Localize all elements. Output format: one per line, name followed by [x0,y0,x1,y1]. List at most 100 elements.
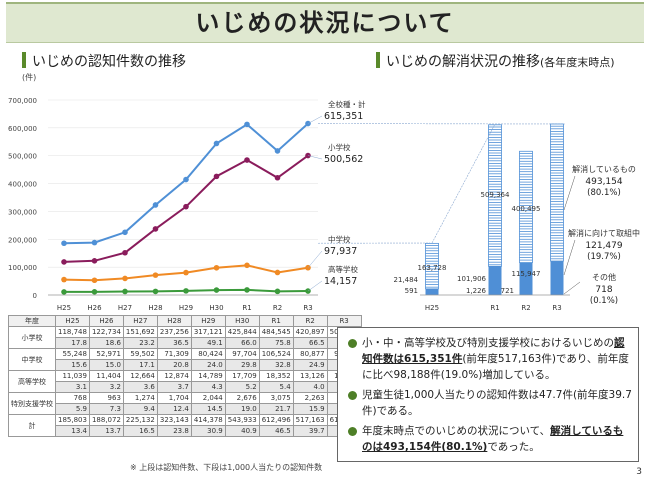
table-rate-cell: 13.4 [55,425,90,437]
data-point [244,262,250,269]
table-row: 特別支援学校 768 963 1,274 1,704 2,044 2,676 3,075 2,2… [8,392,362,415]
y-tick-label: 0 [33,292,37,300]
table-count-cell: 612,496 [258,414,294,426]
table-header-cell: H29 [190,315,226,327]
table-count-cell: 18,352 [258,370,294,382]
table-count-cell: 225,132 [122,414,158,426]
data-point [152,272,159,278]
table-header-cell: 年度 [8,315,56,327]
table-rate-cell: 3.7 [156,381,192,393]
x-tick-label: H25 [57,304,71,312]
summary-highlight: 認知件数は615,351件 [362,337,625,365]
table-count-cell: 17,709 [224,370,260,382]
table-rate-cell: 7.3 [88,403,124,415]
data-point [61,259,67,265]
data-point [183,176,189,183]
summary-text: 児童生徒1,000人当たりの認知件数は47.7件(前年度39.7件)である。 [362,389,632,417]
table-count-cell: 2,263 [292,392,328,404]
series-end-value: 500,562 [324,154,363,165]
table-header-cell: H25 [55,315,90,327]
table-count-cell: 71,309 [156,348,192,360]
table-header-row: 年度 H25 H26 H27 H28 H29 H30 R1 R2 R3 [8,315,362,327]
data-point [274,174,281,181]
table-rate-cell: 40.9 [224,425,260,437]
x-tick-label: H28 [148,304,162,312]
bar-legend-value: 121,479 [585,241,622,251]
leader-line [307,155,323,160]
table-note: ※ 上段は認知件数、下段は1,000人当たりの認知件数 [130,463,323,472]
bar-label: 509,364 [481,191,510,199]
table-rate-cell: 49.1 [190,337,226,349]
summary-text: (前年度517,163件)であり、前年度に比べ98,188件(19.0%)増加し… [362,353,629,381]
bar-label: 591 [405,287,418,295]
bar-label: 1,226 [466,287,487,295]
table-rate-cell: 23.8 [156,425,192,437]
series-name-label: 全校種・計 [328,99,366,109]
table-row: 小学校 118,748 122,734 151,692 237,256 317,121 42… [8,326,362,349]
table-rate-cell: 36.5 [156,337,192,349]
table-count-cell: 118,748 [55,326,90,338]
table-header-cell: H27 [122,315,158,327]
table-count-cell: 1,274 [122,392,158,404]
table-rate-cell: 24.0 [190,359,226,371]
section-marker [376,52,380,68]
left-section-heading: いじめの認知件数の推移 [22,51,186,71]
table-count-cell: 106,524 [258,348,294,360]
summary-highlight: 解消しているものは493,154件(80.1%) [362,425,624,453]
data-point [91,239,98,246]
table-count-cell: 517,163 [292,414,328,426]
x-tick-label: H26 [87,304,102,312]
table-rate-cell: 32.8 [258,359,294,371]
table-rate-cell: 5.9 [55,403,90,415]
table-header-cell: R1 [258,315,294,327]
bar-label: 721 [501,287,514,295]
data-point [152,202,159,208]
table-rate-cell: 66.5 [292,337,328,349]
data-point [244,157,250,163]
data-point [213,264,220,271]
x-tick-label: H29 [179,304,193,312]
table-header-cell: R2 [292,315,328,327]
table-row-label: 中学校 [8,348,56,371]
bar-legend-value: 493,154 [585,177,622,187]
table-row-label: 小学校 [8,326,56,349]
table-count-cell: 185,803 [55,414,90,426]
leader-line [307,280,323,292]
table-header-cell: H28 [156,315,192,327]
table-count-cell: 1,704 [156,392,192,404]
series-name-label: 小学校 [328,142,351,152]
table-rate-cell: 4.3 [190,381,226,393]
leader-line [563,239,576,276]
table-count-cell: 323,143 [156,414,192,426]
table-count-cell: 3,075 [258,392,294,404]
bar-label: 21,484 [394,276,419,284]
table-row: 計 185,803 188,072 225,132 323,143 414,378 543,… [8,414,362,437]
data-point [183,203,189,210]
table-count-cell: 237,256 [156,326,192,338]
table-rate-cell: 5.4 [258,381,294,393]
table-rate-cell: 66.0 [224,337,260,349]
table-rate-cell: 4.0 [292,381,328,393]
series-name-label: 中学校 [328,234,351,244]
table-count-cell: 188,072 [88,414,124,426]
bar-label: 115,947 [512,270,541,278]
table-rate-cell: 17.1 [122,359,158,371]
bar-segment-ongoing [488,266,502,295]
y-tick-label: 400,000 [8,181,37,189]
series-name-label: 高等学校 [328,264,358,274]
table-count-cell: 425,844 [224,326,260,338]
table-rate-cell: 3.6 [122,381,158,393]
bar-segment-ongoing [519,262,533,295]
connector-line [431,123,496,244]
table-rate-cell: 15.0 [88,359,124,371]
data-point [183,269,189,276]
x-tick-label: R3 [303,304,312,312]
bullet-icon [348,339,357,348]
table-count-cell: 122,734 [88,326,124,338]
table-row-rate: 13.413.716.523.830.940.946.539.747.7 [9,425,362,437]
data-point [213,287,220,293]
leader-line [307,115,323,124]
table-rate-cell: 39.7 [292,425,328,437]
table-count-cell: 151,692 [122,326,158,338]
table-count-cell: 317,121 [190,326,226,338]
